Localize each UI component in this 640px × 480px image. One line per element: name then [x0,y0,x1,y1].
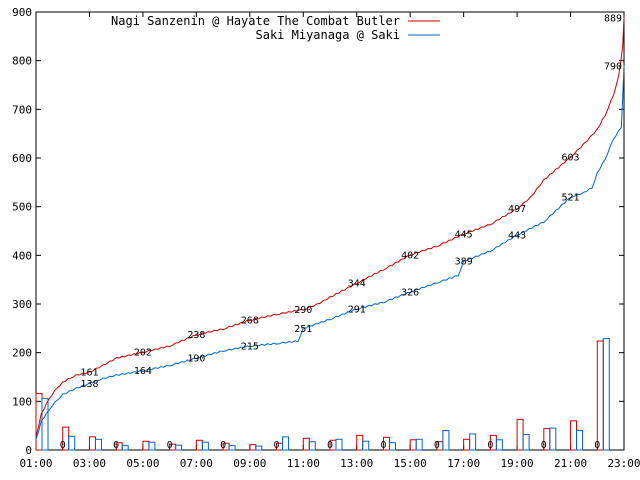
hourly-bar-series2 [576,430,584,451]
hourly-bar-series2 [362,440,370,451]
series2-value-label: 164 [134,366,152,377]
y-tick-label: 900 [12,6,32,19]
x-tick-label: 19:00 [501,457,534,470]
series2-value-label: 138 [80,379,98,390]
hourly-bar-series2 [175,444,183,451]
hourly-bar-series2 [68,435,76,451]
hourly-bar-series2 [602,338,610,451]
hourly-bar-series2 [121,445,129,451]
hourly-bar-series1 [142,440,150,451]
y-tick-label: 800 [12,55,32,68]
zero-label: 0 [167,440,173,451]
hourly-bar-series2 [335,438,343,451]
hourly-bar-series1 [356,434,364,451]
y-tick-label: 700 [12,103,32,116]
y-tick-label: 600 [12,152,32,165]
series1-value-label: 238 [187,330,205,341]
hourly-bar-series2 [255,445,263,451]
legend: Nagi Sanzenin @ Hayate The Combat Butler… [111,14,440,42]
hourly-bar-series1 [249,444,257,451]
y-tick-label: 0 [25,444,32,457]
series1-value-label: 445 [455,229,473,240]
zero-label: 0 [487,440,493,451]
series2-value-label: 215 [241,341,259,352]
x-tick-label: 23:00 [607,457,640,470]
cumulative-lines [35,17,625,440]
series2-value-label: 521 [562,192,580,203]
zero-label: 0 [220,440,226,451]
hourly-bar-series2 [282,436,290,451]
series1-value-label: 290 [294,305,312,316]
hourly-bar-series2 [415,438,423,451]
series2-value-label: 326 [401,287,419,298]
hourly-bar-series2 [442,430,450,451]
hourly-bar-series1 [463,438,471,451]
x-tick-label: 15:00 [394,457,427,470]
x-tick-label: 03:00 [73,457,106,470]
y-tick-label: 300 [12,298,32,311]
hourly-bar-series2 [388,442,396,451]
hourly-bar-series1 [596,340,604,451]
x-tick-label: 13:00 [340,457,373,470]
hourly-bar-series1 [570,420,578,451]
y-tick-label: 500 [12,201,32,214]
hourly-bar-series2 [549,427,557,451]
hourly-bars: 0 0 0 0 0 0 0 0 0 0 0 [35,338,610,451]
hourly-bar-series2 [201,441,209,451]
series1-value-label: 603 [562,153,580,164]
legend-label: Saki Miyanaga @ Saki [256,28,401,42]
series1-value-label: 268 [241,316,259,327]
series2-value-label: 790 [604,62,622,73]
hourly-bar-series2 [469,433,477,451]
x-tick-label: 11:00 [287,457,320,470]
series2-value-label: 443 [508,230,526,241]
series2-value-label: 190 [187,354,205,365]
legend-label: Nagi Sanzenin @ Hayate The Combat Butler [111,14,400,28]
series2-value-label: 389 [455,257,473,268]
series1-value-label: 497 [508,204,526,215]
hourly-bar-series1 [302,437,310,451]
plot-frame [35,11,625,451]
zero-label: 0 [274,440,280,451]
x-tick-label: 21:00 [554,457,587,470]
hourly-bar-series1 [195,439,203,451]
series1-value-label: 202 [134,348,152,359]
y-tick-label: 400 [12,249,32,262]
hourly-bar-series1 [516,418,524,451]
x-tick-label: 07:00 [180,457,213,470]
series1-value-label: 161 [80,368,98,379]
hourly-bar-series2 [94,438,102,451]
zero-label: 0 [327,440,333,451]
x-tick-label: 17:00 [447,457,480,470]
zero-label: 0 [380,440,386,451]
series2-value-label: 291 [348,304,366,315]
series1-line [35,17,625,437]
series1-value-label: 402 [401,250,419,261]
value-labels: 161 202 238 268 290 344 402 445 497 603 889 138 164 1… [80,13,622,389]
hourly-bar-series2 [495,439,503,451]
hourly-bar-series2 [41,397,49,451]
series1-value-label: 344 [348,279,366,290]
zero-label: 0 [594,440,600,451]
series2-value-label: 251 [294,324,312,335]
x-tick-label: 09:00 [233,457,266,470]
hourly-bar-series1 [409,439,417,451]
x-tick-label: 01:00 [19,457,52,470]
series1-value-label: 889 [604,13,622,24]
series2-line [35,65,625,440]
zero-label: 0 [434,440,440,451]
y-tick-label: 100 [12,395,32,408]
zero-label: 0 [541,440,547,451]
hourly-bar-series1 [88,436,96,451]
y-tick-label: 200 [12,347,32,360]
hourly-bar-series2 [228,445,236,451]
x-tick-label: 05:00 [126,457,159,470]
zero-label: 0 [60,440,66,451]
hourly-bar-series2 [308,441,316,451]
hourly-bar-series2 [522,433,530,451]
hourly-bar-series2 [148,441,156,451]
zero-label: 0 [113,440,119,451]
